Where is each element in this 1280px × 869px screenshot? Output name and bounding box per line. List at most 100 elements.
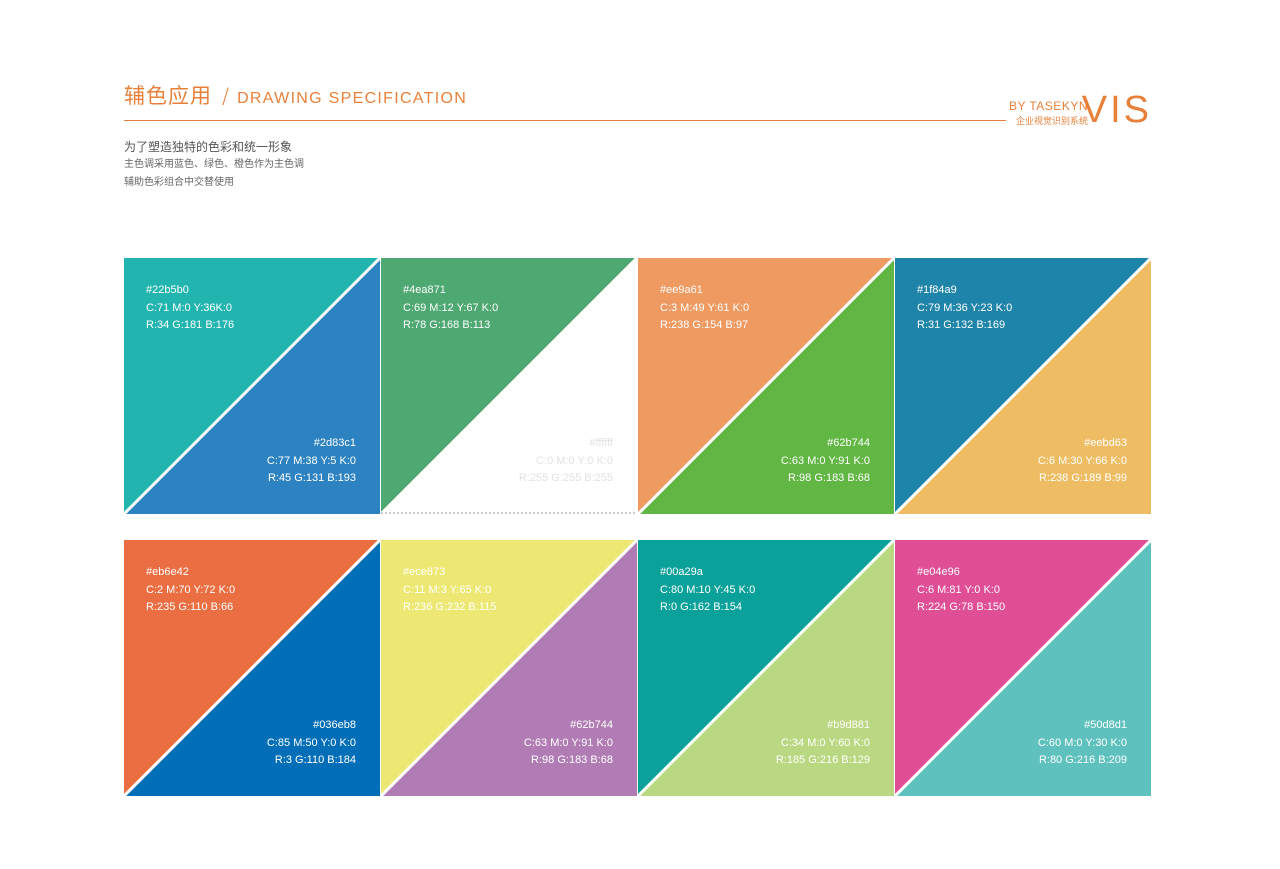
- cmyk-value: C:3 M:49 Y:61 K:0: [660, 301, 750, 314]
- cmyk-value: C:11 M:3 Y:65 K:0: [403, 583, 492, 596]
- hex-code: #eb6e42: [146, 566, 189, 578]
- hex-code: #b9d881: [827, 719, 870, 731]
- rgb-value: R:3 G:110 B:184: [274, 754, 356, 766]
- swatch-diagonal-divider: [381, 258, 637, 514]
- cmyk-value: C:6 M:30 Y:66 K:0: [1037, 454, 1127, 467]
- rgb-value: R:235 G:110 B:66: [146, 601, 234, 613]
- rgb-value: R:238 G:189 B:99: [1038, 472, 1127, 484]
- hex-code: #1f84a9: [917, 284, 957, 296]
- swatch-bottom-info: #036eb8 C:85 M:50 Y:0 K:0 R:3 G:110 B:184: [267, 717, 356, 770]
- cmyk-value: C:85 M:50 Y:0 K:0: [266, 736, 356, 749]
- color-swatch-3: #ee9a61 C:3 M:49 Y:61 K:0 R:238 G:154 B:97…: [638, 258, 894, 514]
- color-swatch-8: #e04e96 C:6 M:81 Y:0 K:0 R:224 G:78 B:150 #…: [895, 540, 1151, 796]
- swatch-graphic: [895, 540, 1151, 796]
- rgb-value: R:236 G:232 B:115: [403, 601, 497, 613]
- swatch-top-info: #22b5b0 C:71 M:0 Y:36K:0 R:34 G:181 B:176: [146, 282, 234, 335]
- rgb-value: R:98 G:183 B:68: [788, 472, 870, 484]
- swatch-diagonal-divider: [381, 540, 637, 796]
- cmyk-value: C:79 M:36 Y:23 K:0: [917, 301, 1013, 314]
- title-slash: /: [222, 84, 230, 108]
- swatch-top-info: #eb6e42 C:2 M:70 Y:72 K:0 R:235 G:110 B:66: [146, 564, 235, 617]
- rgb-value: R:31 G:132 B:169: [917, 319, 1006, 331]
- swatch-diagonal-divider: [895, 540, 1151, 796]
- hex-code: #036eb8: [313, 719, 356, 731]
- hex-code: #2d83c1: [313, 437, 356, 449]
- cmyk-value: C:6 M:81 Y:0 K:0: [917, 583, 1000, 596]
- intro-line-2: 主色调采用蓝色、绿色、橙色作为主色调: [124, 159, 304, 170]
- cmyk-value: C:60 M:0 Y:30 K:0: [1037, 736, 1127, 749]
- color-swatch-7: #00a29a C:80 M:10 Y:45 K:0 R:0 G:162 B:154…: [638, 540, 894, 796]
- swatch-bottom-info: #50d8d1 C:60 M:0 Y:30 K:0 R:80 G:216 B:209: [1038, 717, 1127, 770]
- rgb-value: R:78 G:168 B:113: [403, 319, 491, 331]
- brand-block: BY TASEKYN 企业视觉识别系统 VIS: [1002, 90, 1152, 130]
- rgb-value: R:185 G:216 B:129: [775, 754, 870, 766]
- hex-code: #50d8d1: [1084, 719, 1127, 731]
- swatch-diagonal-divider: [124, 540, 380, 796]
- swatch-bottom-info: #b9d881 C:34 M:0 Y:60 K:0 R:185 G:216 B:12…: [776, 717, 870, 770]
- swatch-graphic: [381, 258, 637, 514]
- swatch-top-info: #ece873 C:11 M:3 Y:65 K:0 R:236 G:232 B:11…: [403, 564, 496, 617]
- swatch-top-info: #ee9a61 C:3 M:49 Y:61 K:0 R:238 G:154 B:97: [660, 282, 749, 335]
- brand-by-label: BY TASEKYN: [1008, 99, 1088, 113]
- rgb-value: R:224 G:78 B:150: [917, 601, 1006, 613]
- intro-line-3: 辅助色彩组合中交替使用: [124, 177, 234, 188]
- swatch-diagonal-divider: [124, 258, 380, 514]
- cmyk-value: C:71 M:0 Y:36K:0: [146, 301, 233, 314]
- swatch-graphic: [638, 540, 894, 796]
- brand-vis-logo: VIS: [1081, 89, 1152, 131]
- hex-code: #22b5b0: [146, 284, 189, 296]
- swatch-top-info: #4ea871 C:69 M:12 Y:67 K:0 R:78 G:168 B:11…: [403, 282, 498, 335]
- swatch-graphic: [895, 258, 1151, 514]
- swatch-bottom-info: #ffffff C:0 M:0 Y:0 K:0 R:255 G:255 B:255: [519, 435, 613, 488]
- swatch-bottom-info: #62b744 C:63 M:0 Y:91 K:0 R:98 G:183 B:68: [524, 717, 613, 770]
- rgb-value: R:80 G:216 B:209: [1038, 754, 1127, 766]
- swatch-bottom-info: #62b744 C:63 M:0 Y:91 K:0 R:98 G:183 B:68: [781, 435, 870, 488]
- swatch-graphic: [638, 258, 894, 514]
- intro-text: 为了塑造独特的色彩和统一形象 主色调采用蓝色、绿色、橙色作为主色调 辅助色彩组合…: [124, 138, 304, 192]
- cmyk-value: C:63 M:0 Y:91 K:0: [523, 736, 613, 749]
- hex-code: #62b744: [827, 437, 870, 449]
- swatch-diagonal-divider: [638, 258, 894, 514]
- hex-code: #4ea871: [403, 284, 446, 296]
- title-english: DRAWING SPECIFICATION: [237, 90, 468, 107]
- hex-code: #e04e96: [917, 566, 960, 578]
- rgb-value: R:34 G:181 B:176: [146, 319, 235, 331]
- title-chinese: 辅色应用: [124, 84, 212, 108]
- swatch-top-info: #00a29a C:80 M:10 Y:45 K:0 R:0 G:162 B:154: [660, 564, 755, 617]
- hex-code: #ee9a61: [660, 284, 703, 296]
- rgb-value: R:0 G:162 B:154: [660, 601, 742, 613]
- hex-code: #ece873: [403, 566, 446, 578]
- color-swatch-2: #4ea871 C:69 M:12 Y:67 K:0 R:78 G:168 B:11…: [381, 258, 637, 514]
- hex-code: #00a29a: [660, 566, 703, 578]
- cmyk-value: C:34 M:0 Y:60 K:0: [780, 736, 870, 749]
- hex-code: #62b744: [570, 719, 613, 731]
- intro-line-1: 为了塑造独特的色彩和统一形象: [124, 140, 293, 154]
- swatch-graphic: [124, 540, 380, 796]
- rgb-value: R:238 G:154 B:97: [660, 319, 749, 331]
- swatch-diagonal-divider: [638, 540, 894, 796]
- brand-subtitle: 企业视觉识别系统: [1015, 117, 1088, 127]
- cmyk-value: C:77 M:38 Y:5 K:0: [266, 454, 356, 467]
- color-swatch-5: #eb6e42 C:2 M:70 Y:72 K:0 R:235 G:110 B:66…: [124, 540, 380, 796]
- swatch-top-info: #e04e96 C:6 M:81 Y:0 K:0 R:224 G:78 B:150: [917, 564, 1005, 617]
- rgb-value: R:98 G:183 B:68: [531, 754, 613, 766]
- swatch-graphic: [381, 540, 637, 796]
- swatch-bottom-info: #eebd63 C:6 M:30 Y:66 K:0 R:238 G:189 B:99: [1038, 435, 1127, 488]
- swatch-diagonal-divider: [895, 258, 1151, 514]
- swatch-top-info: #1f84a9 C:79 M:36 Y:23 K:0 R:31 G:132 B:16…: [917, 282, 1012, 335]
- color-swatch-1: #22b5b0 C:71 M:0 Y:36K:0 R:34 G:181 B:176 #…: [124, 258, 380, 514]
- cmyk-value: C:80 M:10 Y:45 K:0: [660, 583, 756, 596]
- swatch-bottom-info: #2d83c1 C:77 M:38 Y:5 K:0 R:45 G:131 B:193: [267, 435, 356, 488]
- swatch-graphic: [124, 258, 380, 514]
- rgb-value: R:45 G:131 B:193: [267, 472, 356, 484]
- color-swatch-4: #1f84a9 C:79 M:36 Y:23 K:0 R:31 G:132 B:16…: [895, 258, 1151, 514]
- cmyk-value: C:2 M:70 Y:72 K:0: [146, 583, 236, 596]
- cmyk-value: C:63 M:0 Y:91 K:0: [780, 454, 870, 467]
- hex-code: #eebd63: [1084, 437, 1127, 449]
- color-swatch-6: #ece873 C:11 M:3 Y:65 K:0 R:236 G:232 B:11…: [381, 540, 637, 796]
- hex-code: #ffffff: [589, 437, 613, 449]
- page-title: 辅色应用 / DRAWING SPECIFICATION: [124, 82, 467, 113]
- cmyk-value: C:69 M:12 Y:67 K:0: [403, 301, 499, 314]
- cmyk-value: C:0 M:0 Y:0 K:0: [536, 454, 613, 467]
- header-divider: [124, 120, 1006, 121]
